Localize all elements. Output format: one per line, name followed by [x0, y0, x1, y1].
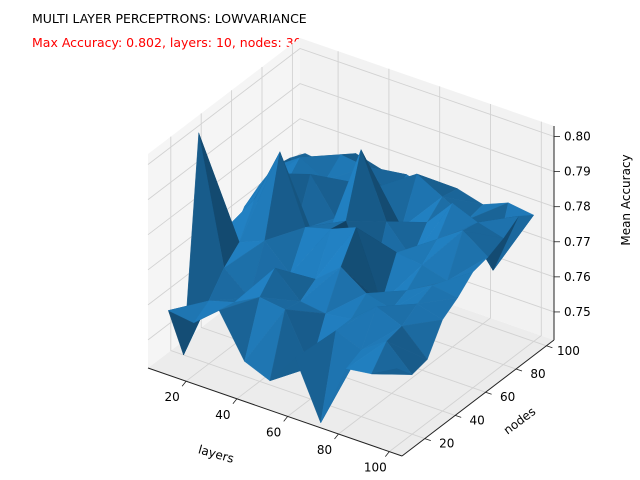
y-tick-label: 80	[530, 367, 545, 381]
chart-title: MULTI LAYER PERCEPTRONS: LOWVARIANCE	[32, 11, 307, 26]
x-tick-mark	[232, 398, 238, 405]
surface-facet	[371, 368, 413, 375]
x-tick-mark	[283, 416, 289, 422]
y-tick-label: 40	[470, 413, 485, 427]
x-tick-label: 60	[266, 425, 281, 439]
y-tick-mark	[424, 438, 431, 441]
y-tick-label: 60	[500, 390, 515, 404]
y-axis-label: nodes	[501, 404, 538, 437]
z-tick-label: 0.79	[564, 165, 591, 179]
z-tick-label: 0.76	[564, 270, 591, 284]
chart-subtitle: Max Accuracy: 0.802, layers: 10, nodes: …	[32, 35, 302, 50]
z-tick-label: 0.77	[564, 235, 591, 249]
x-tick-mark	[334, 433, 339, 440]
axis-lines	[147, 126, 555, 457]
x-tick-label: 40	[215, 408, 230, 422]
z-tick-label: 0.75	[564, 305, 591, 319]
grid-line-y	[170, 136, 425, 440]
z-axis-label: Mean Accuracy	[619, 154, 633, 245]
x-axis-label: layers	[197, 442, 236, 465]
y-tick-label: 100	[557, 344, 580, 358]
grid-line-z	[147, 47, 555, 165]
grid-line-x	[389, 121, 542, 452]
z-tick-label: 0.78	[564, 200, 591, 214]
y-tick-label: 20	[439, 437, 454, 451]
surface-mesh	[168, 132, 534, 424]
y-axis-line	[401, 339, 555, 457]
y-tick-mark	[546, 345, 553, 349]
x-axis-line	[147, 367, 403, 457]
x-tick-label: 100	[364, 461, 387, 475]
z-tick-label: 0.80	[564, 130, 591, 144]
x-tick-label: 80	[317, 443, 332, 457]
x-tick-label: 20	[164, 390, 179, 404]
y-tick-mark	[485, 391, 492, 395]
y-tick-mark	[515, 368, 523, 372]
grid-line-x	[338, 104, 491, 435]
y-tick-mark	[455, 415, 462, 418]
tick-labels: 20 40 60 80 100 20 40 60 80 100 0.75 0.76 0.77 0.78 0.…	[164, 130, 590, 475]
x-tick-mark	[181, 380, 187, 387]
x-tick-mark	[384, 451, 390, 457]
